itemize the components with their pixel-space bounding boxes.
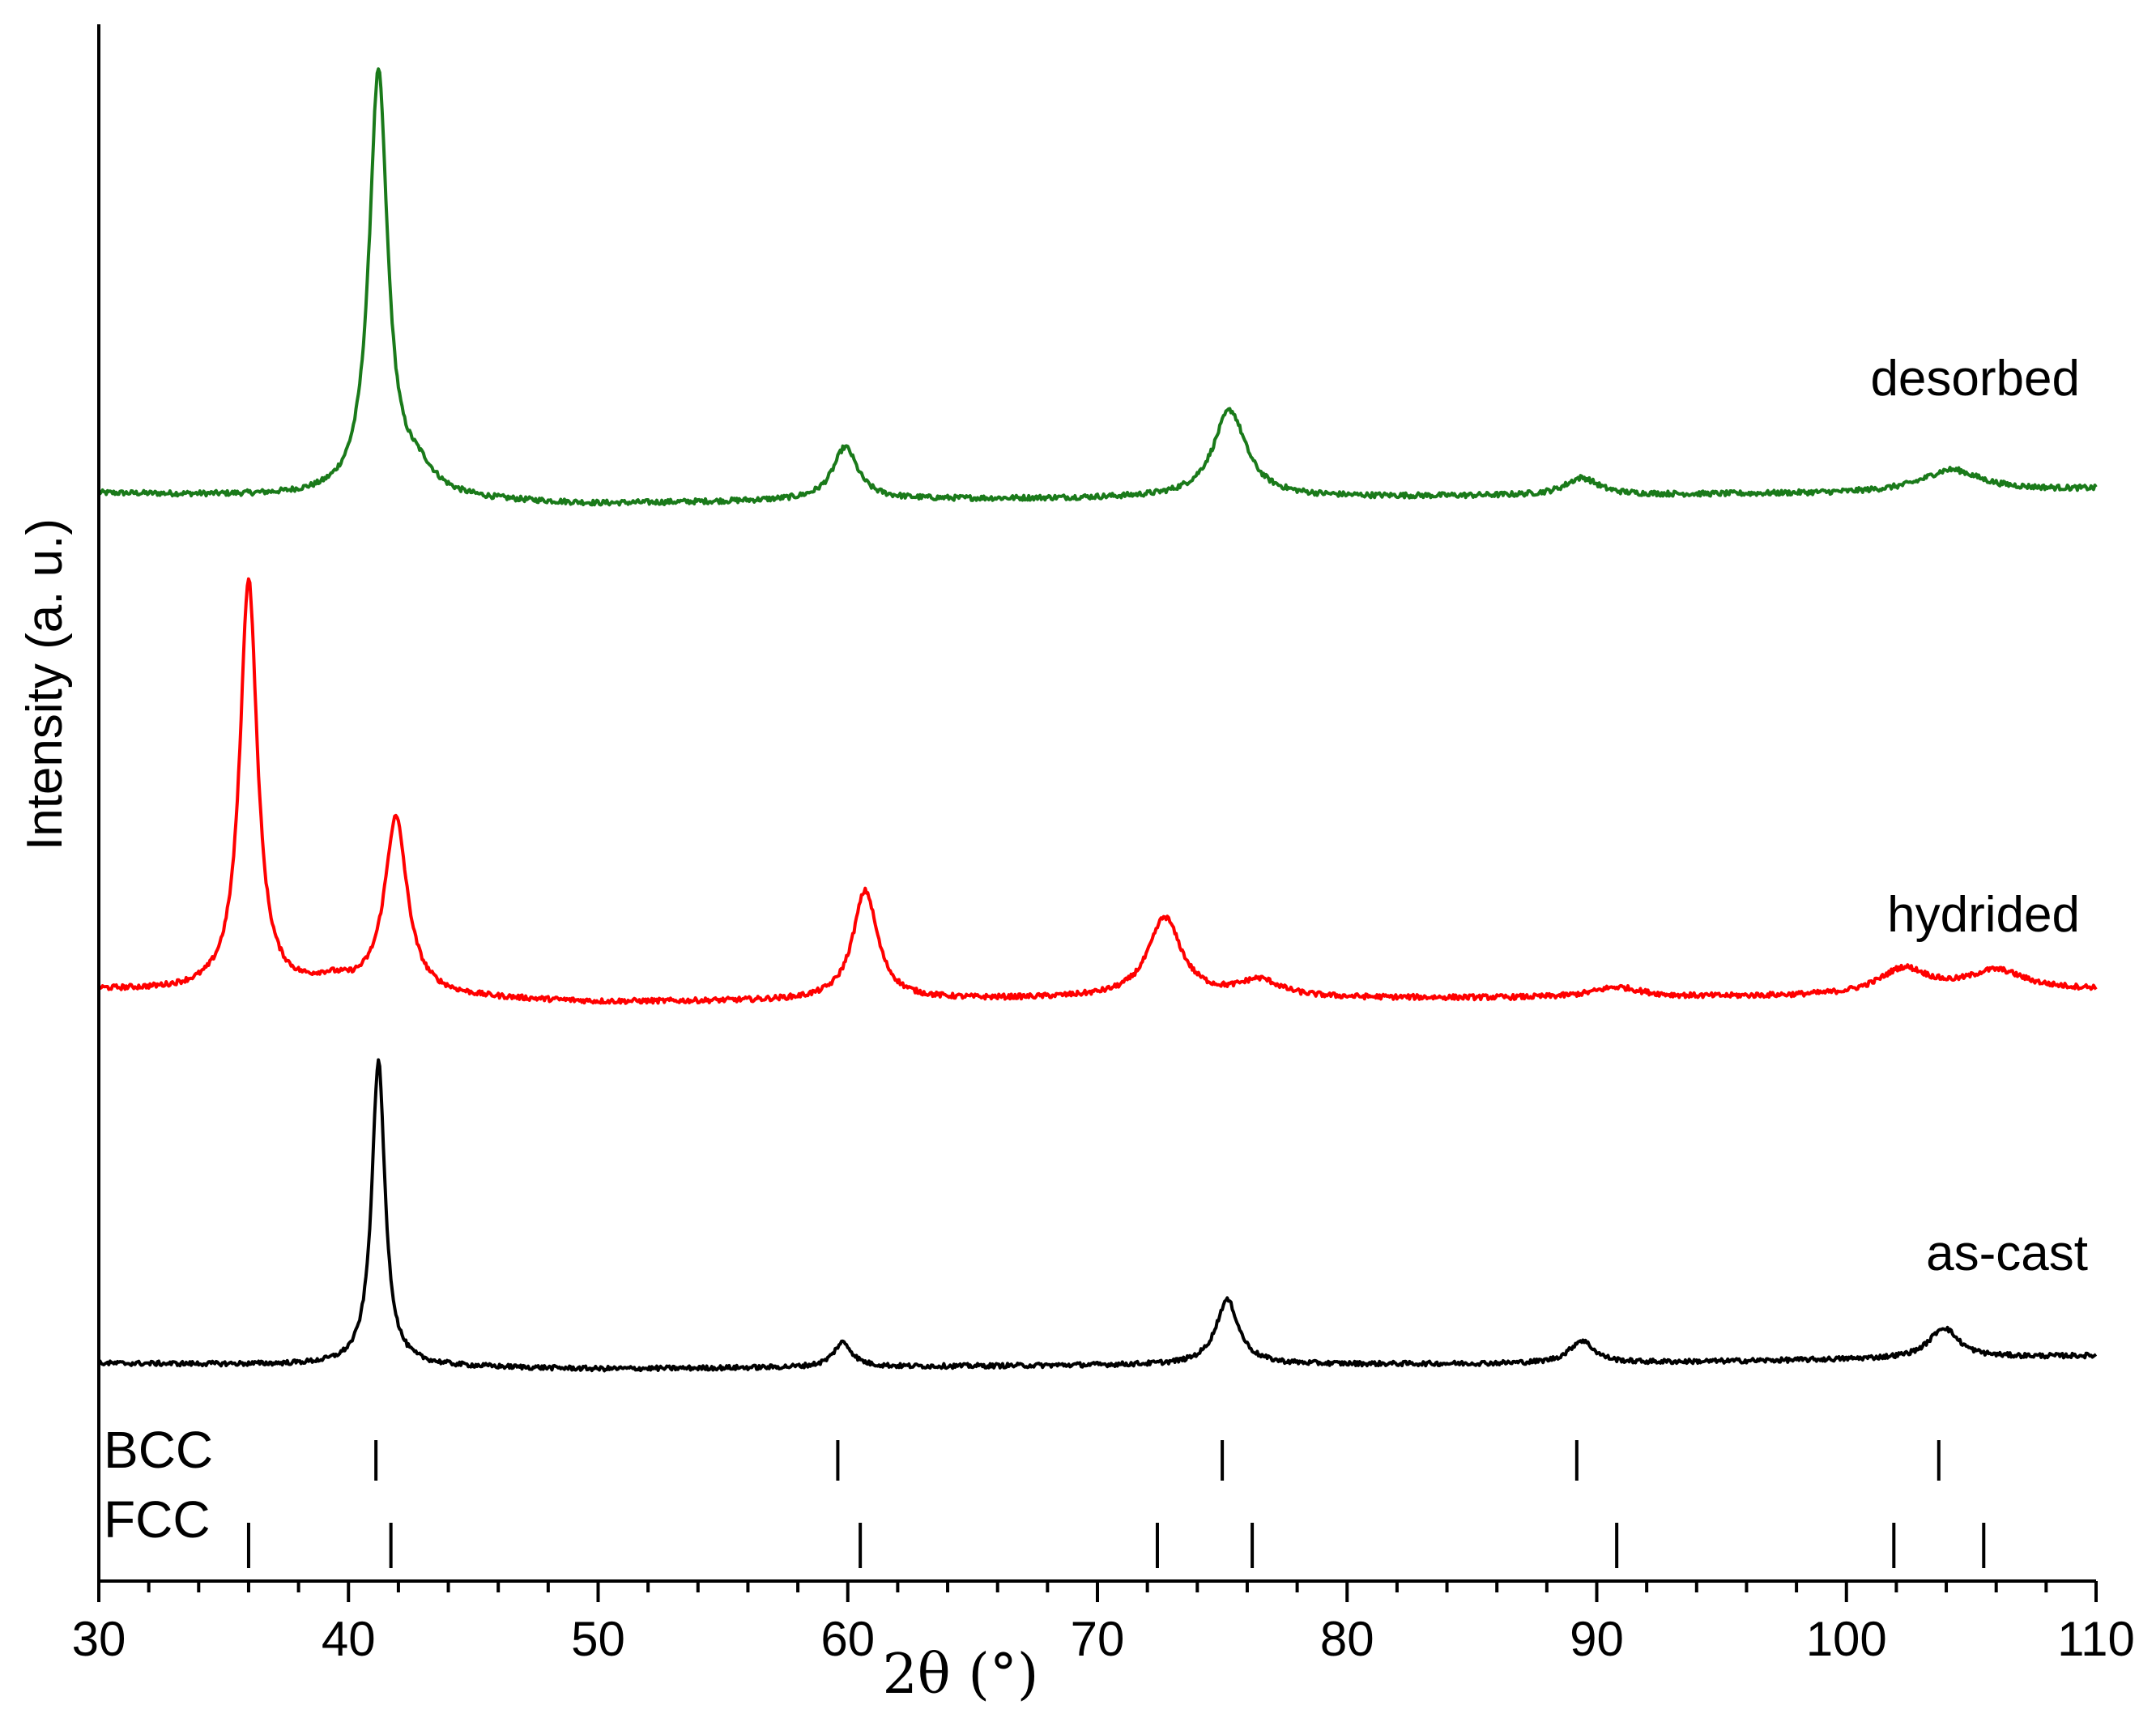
series-labels: desorbed hydrided as-cast (1870, 351, 2088, 1281)
series-line-desorbed (97, 67, 2098, 507)
series-label-as-cast: as-cast (1926, 1225, 2088, 1281)
x-tick-label: 70 (1071, 1612, 1125, 1666)
x-tick-label: 60 (820, 1612, 875, 1666)
x-tick-label: 40 (322, 1612, 376, 1666)
ref-label-fcc: FCC (104, 1490, 211, 1549)
y-axis-title: Intensity (a. u.) (17, 518, 73, 850)
reference-markers: BCC FCC (104, 1421, 1986, 1568)
x-tick-label: 90 (1570, 1612, 1624, 1666)
x-tick-label: 30 (72, 1612, 126, 1666)
x-tick-label: 110 (2057, 1612, 2135, 1666)
series-label-desorbed: desorbed (1870, 351, 2080, 407)
x-tick-label: 80 (1320, 1612, 1374, 1666)
x-tick-label: 50 (571, 1612, 625, 1666)
axes: 30 40 50 60 70 80 90 100 110 2θ (°) Intensity (a. … (17, 24, 2135, 1707)
ref-label-bcc: BCC (104, 1421, 213, 1479)
series-line-hydrided (97, 577, 2098, 1005)
x-axis-title: 2θ (°) (883, 1643, 1039, 1707)
x-tick-label: 100 (1806, 1612, 1887, 1666)
series-line-as-cast (97, 1058, 2098, 1373)
series-layer (97, 67, 2098, 1373)
series-label-hydrided: hydrided (1887, 887, 2080, 943)
